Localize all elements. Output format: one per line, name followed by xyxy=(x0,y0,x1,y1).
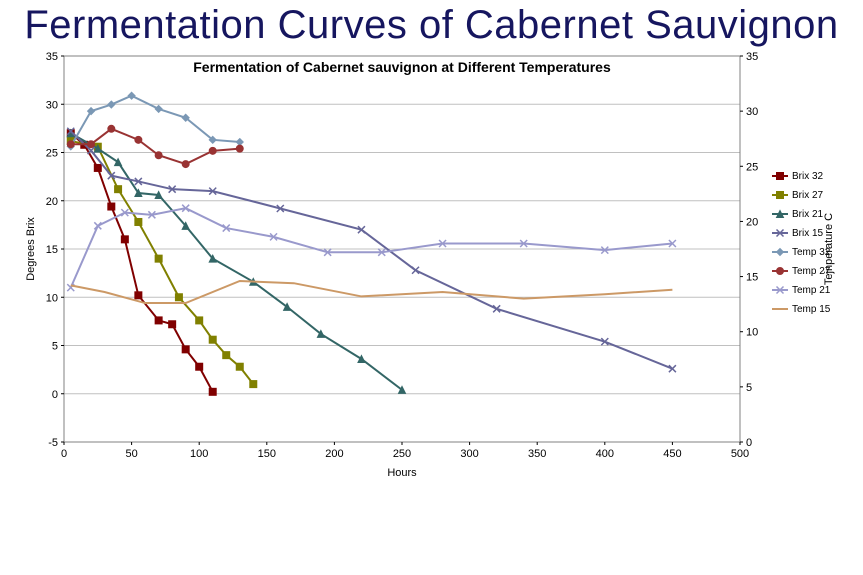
svg-text:300: 300 xyxy=(460,448,478,460)
svg-text:200: 200 xyxy=(325,448,343,460)
svg-text:50: 50 xyxy=(125,448,137,460)
svg-text:0: 0 xyxy=(52,389,58,401)
svg-text:Hours: Hours xyxy=(387,467,417,479)
fermentation-chart: Fermentation of Cabernet sauvignon at Di… xyxy=(20,52,840,482)
slide-title: Fermentation Curves of Cabernet Sauvigno… xyxy=(0,4,863,46)
svg-text:500: 500 xyxy=(731,448,749,460)
svg-text:5: 5 xyxy=(52,341,58,353)
svg-text:15: 15 xyxy=(46,244,58,256)
svg-text:25: 25 xyxy=(46,148,58,160)
svg-text:20: 20 xyxy=(46,196,58,208)
svg-text:Brix 21: Brix 21 xyxy=(792,209,824,220)
svg-text:100: 100 xyxy=(190,448,208,460)
svg-text:30: 30 xyxy=(746,106,758,118)
svg-text:Temp 32: Temp 32 xyxy=(792,247,831,258)
svg-text:Brix 15: Brix 15 xyxy=(792,228,824,239)
svg-text:Temp 15: Temp 15 xyxy=(792,304,831,315)
svg-text:Fermentation of Cabernet sauvi: Fermentation of Cabernet sauvignon at Di… xyxy=(193,59,611,75)
svg-text:20: 20 xyxy=(746,216,758,228)
svg-text:400: 400 xyxy=(596,448,614,460)
svg-text:Temp 21: Temp 21 xyxy=(792,285,831,296)
svg-text:35: 35 xyxy=(46,52,58,63)
svg-text:250: 250 xyxy=(393,448,411,460)
svg-text:0: 0 xyxy=(61,448,67,460)
svg-text:25: 25 xyxy=(746,161,758,173)
svg-text:10: 10 xyxy=(746,327,758,339)
svg-text:-5: -5 xyxy=(48,437,58,449)
svg-text:30: 30 xyxy=(46,99,58,111)
svg-text:Temp 27: Temp 27 xyxy=(792,266,831,277)
svg-text:15: 15 xyxy=(746,272,758,284)
svg-text:10: 10 xyxy=(46,292,58,304)
svg-text:Brix 27: Brix 27 xyxy=(792,190,824,201)
svg-text:350: 350 xyxy=(528,448,546,460)
svg-text:450: 450 xyxy=(663,448,681,460)
svg-text:Degrees Brix: Degrees Brix xyxy=(25,217,37,281)
svg-text:5: 5 xyxy=(746,382,752,394)
svg-text:150: 150 xyxy=(258,448,276,460)
svg-text:35: 35 xyxy=(746,52,758,63)
svg-text:Brix 32: Brix 32 xyxy=(792,171,824,182)
